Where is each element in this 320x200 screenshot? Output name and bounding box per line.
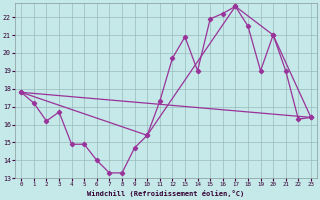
X-axis label: Windchill (Refroidissement éolien,°C): Windchill (Refroidissement éolien,°C) — [87, 190, 245, 197]
